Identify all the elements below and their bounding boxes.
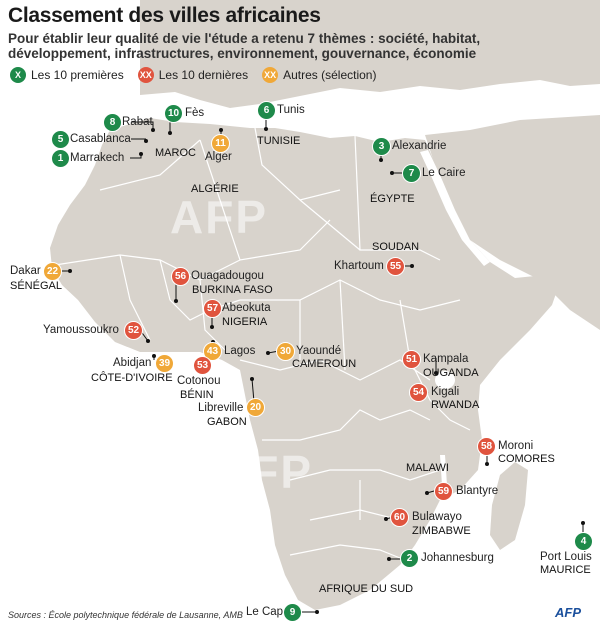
legend-marker-bottom: XX (137, 67, 154, 83)
city-label-le-cap: Le Cap (246, 606, 284, 618)
country-label-cote-divoire: CÔTE-D'IVOIRE (91, 372, 173, 384)
country-borders (54, 127, 471, 561)
rank-badge-moroni: 58 (477, 437, 496, 456)
legend-label-bottom: Les 10 dernières (158, 68, 249, 82)
rank-badge-lagos: 43 (203, 342, 222, 361)
city-label-kigali: Kigali (431, 386, 460, 398)
rank-badge-kampala: 51 (402, 350, 421, 369)
legend-marker-other: XX (262, 67, 279, 83)
city-label-tunis: Tunis (277, 104, 305, 116)
rank-badge-abeokuta: 57 (203, 299, 222, 318)
rank-badge-ouagadougou: 56 (171, 267, 190, 286)
city-label-johannesburg: Johannesburg (421, 552, 494, 564)
city-label-marrakech: Marrakech (70, 152, 125, 164)
header: Classement des villes africaines Pour ét… (8, 4, 593, 61)
country-label-maurice: MAURICE (540, 564, 591, 576)
lake-victoria (435, 371, 455, 389)
rank-badge-bulawayo: 60 (390, 508, 409, 527)
country-label-senegal: SÉNÉGAL (10, 280, 62, 292)
europe-landmass (140, 0, 600, 108)
city-label-lagos: Lagos (224, 345, 256, 357)
city-label-abeokuta: Abeokuta (222, 302, 271, 314)
rank-badge-dakar: 22 (43, 262, 62, 281)
city-label-kampala: Kampala (423, 353, 469, 365)
country-label-benin: BÉNIN (180, 389, 214, 401)
rank-badge-yamoussoukro: 52 (124, 321, 143, 340)
city-label-alexandrie: Alexandrie (392, 140, 447, 152)
country-label-algerie: ALGÉRIE (191, 183, 239, 195)
rank-badge-abidjan: 39 (155, 354, 174, 373)
country-label-soudan: SOUDAN (372, 241, 420, 253)
country-label-malawi: MALAWI (406, 462, 449, 474)
city-label-fes: Fès (185, 107, 205, 119)
legend-label-top: Les 10 premières (31, 68, 124, 82)
city-label-rabat: Rabat (122, 116, 153, 128)
rank-badge-marrakech: 1 (51, 149, 70, 168)
country-label-comores: COMORES (498, 453, 555, 465)
city-label-casablanca: Casablanca (70, 133, 131, 145)
country-label-zimbabwe: ZIMBABWE (412, 525, 471, 537)
country-label-tunisie: TUNISIE (257, 135, 301, 147)
rank-badge-yaounde: 30 (276, 342, 295, 361)
country-label-afrique-du-sud: AFRIQUE DU SUD (319, 583, 414, 595)
legend-label-other: Autres (sélection) (283, 68, 377, 82)
rank-badge-fes: 10 (164, 104, 183, 123)
rank-badge-cotonou: 53 (193, 356, 212, 375)
rank-badge-port-louis: 4 (574, 532, 593, 551)
legend-item-other: XX Autres (sélection) (262, 67, 376, 83)
city-label-alger: Alger (205, 151, 232, 163)
country-label-maroc: MAROC (155, 147, 196, 159)
city-label-blantyre: Blantyre (456, 485, 499, 497)
madagascar (490, 462, 528, 550)
source-note: Sources : École polytechnique fédérale d… (8, 610, 243, 620)
rank-badge-alger: 11 (211, 134, 230, 153)
map-title: Classement des villes africaines (8, 4, 321, 27)
rank-badge-johannesburg: 2 (400, 549, 419, 568)
rank-badge-tunis: 6 (257, 101, 276, 120)
legend-marker-top: X (10, 67, 26, 83)
legend-item-bottom: XX Les 10 dernières (137, 67, 249, 83)
rank-badge-casablanca: 5 (51, 130, 70, 149)
arabia-landmass (425, 115, 600, 330)
watermark-afp-bottom: AFP (215, 446, 313, 498)
red-sea (420, 150, 490, 266)
rank-badge-le-cap: 9 (283, 603, 302, 622)
country-label-gabon: GABON (207, 416, 247, 428)
legend-item-top: X Les 10 premières (10, 67, 124, 83)
legend: X Les 10 premières XX Les 10 dernières X… (10, 67, 376, 83)
rank-badge-blantyre: 59 (434, 482, 453, 501)
mediterranean-sea (150, 98, 600, 140)
city-label-yaounde: Yaoundé (296, 345, 342, 357)
country-label-rwanda: RWANDA (431, 399, 480, 411)
city-label-ouagadougou: Ouagadougou (191, 270, 264, 282)
rank-badge-kigali: 54 (409, 383, 428, 402)
country-label-burkina-faso: BURKINA FASO (192, 284, 273, 296)
watermark-afp-top: AFP (170, 191, 268, 243)
rank-badge-libreville: 20 (246, 398, 265, 417)
city-label-moroni: Moroni (498, 440, 534, 452)
country-label-cameroun: CAMEROUN (292, 358, 357, 370)
country-label-egypte: ÉGYPTE (370, 193, 415, 205)
lake-malawi (440, 455, 447, 485)
city-dot-casablanca (144, 139, 148, 143)
city-label-cotonou: Cotonou (177, 375, 221, 387)
city-label-yamoussoukro: Yamoussoukro (43, 324, 119, 336)
rank-badge-alexandrie: 3 (372, 137, 391, 156)
city-label-libreville: Libreville (198, 402, 244, 414)
city-label-dakar: Dakar (10, 265, 41, 277)
country-label-ouganda: OUGANDA (423, 367, 479, 379)
city-label-le-caire: Le Caire (422, 167, 466, 179)
city-label-abidjan: Abidjan (113, 357, 152, 369)
city-label-khartoum: Khartoum (334, 260, 384, 272)
rank-badge-khartoum: 55 (386, 257, 405, 276)
city-label-port-louis: Port Louis (540, 551, 592, 563)
country-label-nigeria: NIGERIA (222, 316, 268, 328)
rank-badge-rabat: 8 (103, 113, 122, 132)
rank-badge-le-caire: 7 (402, 164, 421, 183)
map-subtitle: Pour établir leur qualité de vie l'étude… (8, 31, 481, 61)
city-label-bulawayo: Bulawayo (412, 511, 462, 523)
afp-logo: AFP (555, 605, 581, 620)
